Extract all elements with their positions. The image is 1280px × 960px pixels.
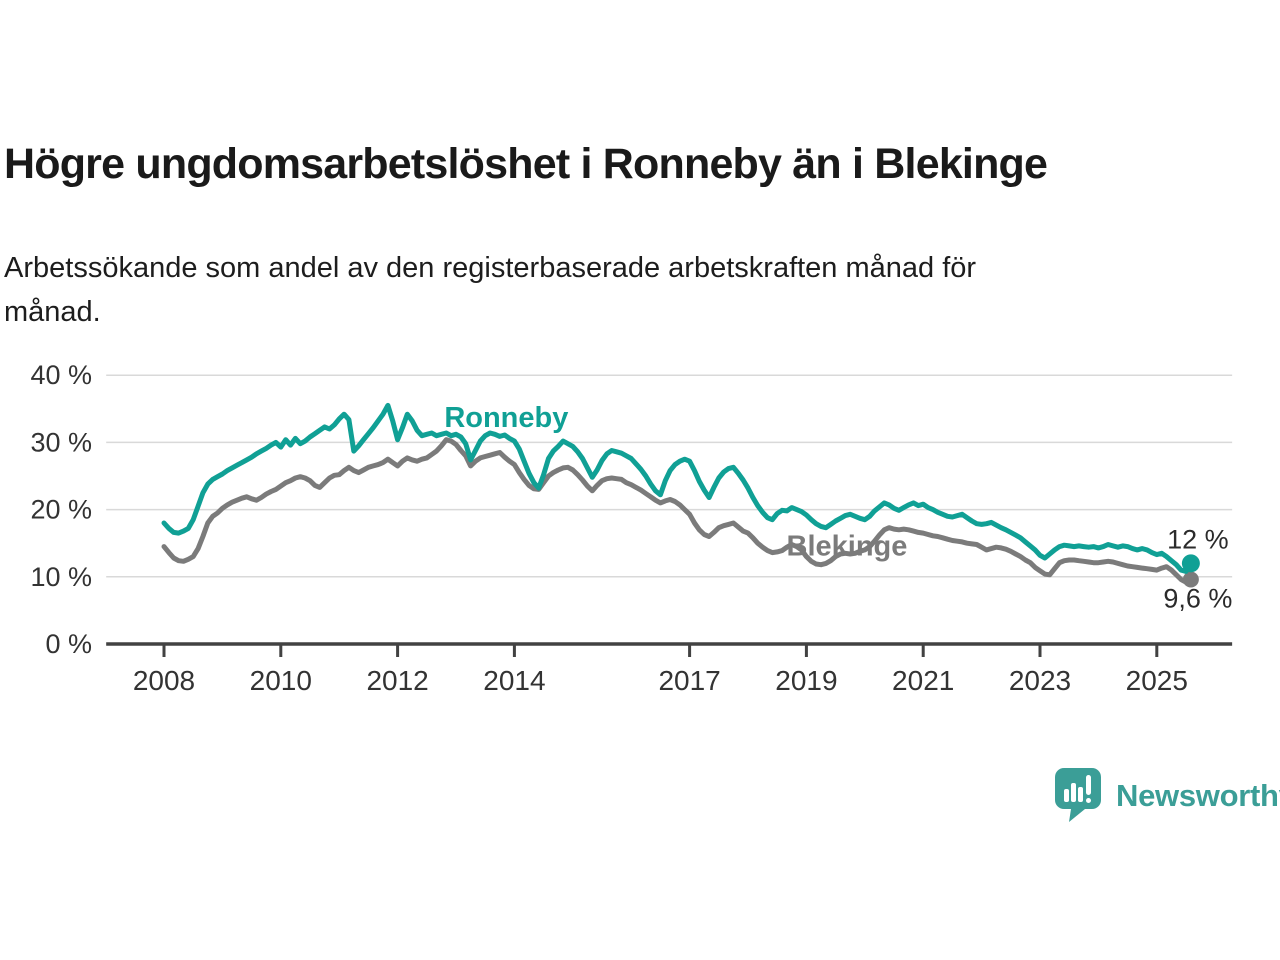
x-tick-label: 2010 (250, 665, 312, 696)
page-title: Högre ungdomsarbetslöshet i Ronneby än i… (4, 140, 1048, 188)
blekinge-series-label: Blekinge (787, 530, 908, 562)
x-tick-label: 2008 (133, 665, 195, 696)
line-chart: 40 % 30 % 20 % 10 % 0 % 2008 2010 2012 2014 2017 2… (30, 360, 1232, 696)
chart-subtitle: Arbetssökande som andel av den registerb… (4, 246, 976, 334)
x-tick-label: 2025 (1126, 665, 1188, 696)
subtitle-line: månad. (4, 296, 101, 328)
newsworthy-logo: Newsworthy (1055, 768, 1280, 824)
x-tick-label: 2017 (658, 665, 720, 696)
blekinge-line (161, 437, 1194, 585)
x-tick-label: 2021 (892, 665, 954, 696)
x-tick-label: 2019 (775, 665, 837, 696)
ronneby-end-value-label: 12 % (1167, 524, 1229, 554)
x-tick-label: 2014 (483, 665, 545, 696)
y-tick-label: 0 % (45, 629, 92, 659)
x-tick-label: 2023 (1009, 665, 1071, 696)
x-tick-label: 2012 (366, 665, 428, 696)
newsworthy-chart-bubble-icon (1055, 768, 1105, 824)
y-tick-label: 40 % (30, 360, 92, 390)
y-tick-label: 30 % (30, 427, 92, 457)
subtitle-line: Arbetssökande som andel av den registerb… (4, 252, 977, 284)
blekinge-end-dot (1182, 571, 1199, 588)
ronneby-end-dot (1181, 554, 1200, 573)
blekinge-end-value-label: 9,6 % (1163, 583, 1232, 613)
y-tick-label: 10 % (30, 562, 92, 592)
y-tick-label: 20 % (30, 495, 92, 525)
ronneby-line (161, 402, 1194, 574)
newsworthy-logo-text: Newsworthy (1116, 778, 1280, 813)
ronneby-series-label: Ronneby (444, 402, 568, 434)
